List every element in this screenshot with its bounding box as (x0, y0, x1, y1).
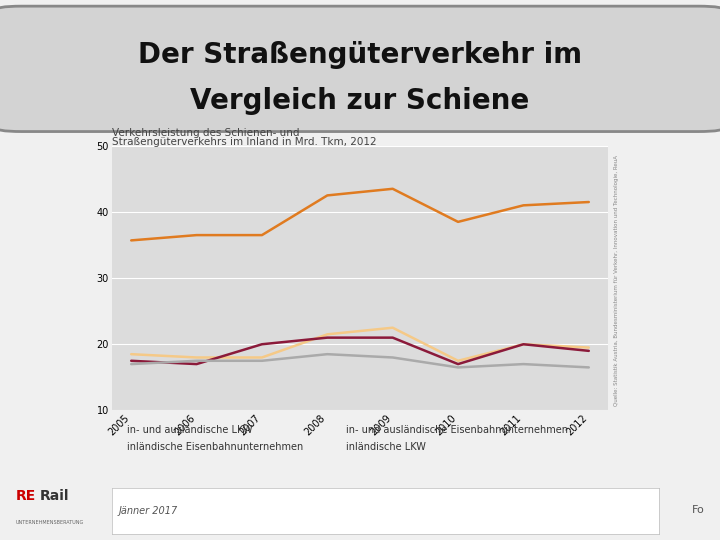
Text: Quelle: Statistik Austria, Bundesministerium für Verkehr, Innovation und Technol: Quelle: Statistik Austria, Bundesministe… (614, 156, 619, 406)
Text: Der Straßengüterverkehr im: Der Straßengüterverkehr im (138, 41, 582, 69)
Text: Verkehrsleistung des Schienen- und: Verkehrsleistung des Schienen- und (112, 128, 299, 138)
Text: Fo: Fo (691, 505, 704, 515)
Text: UNTERNEHMENSBERATUNG: UNTERNEHMENSBERATUNG (16, 520, 84, 525)
Text: inländische LKW: inländische LKW (346, 442, 426, 452)
Text: inländische Eisenbahnunternehmen: inländische Eisenbahnunternehmen (127, 442, 303, 452)
Text: Jänner 2017: Jänner 2017 (118, 505, 177, 516)
Text: Vergleich zur Schiene: Vergleich zur Schiene (190, 87, 530, 116)
Text: in- und ausländische Eisenbahnunternehmen: in- und ausländische Eisenbahnunternehme… (346, 425, 568, 435)
Text: RE: RE (16, 489, 36, 503)
Text: Straßengüterverkehrs im Inland in Mrd. Tkm, 2012: Straßengüterverkehrs im Inland in Mrd. T… (112, 137, 377, 147)
Text: in- und ausländische LKW: in- und ausländische LKW (127, 425, 252, 435)
Text: Rail: Rail (40, 489, 69, 503)
FancyBboxPatch shape (0, 6, 720, 132)
